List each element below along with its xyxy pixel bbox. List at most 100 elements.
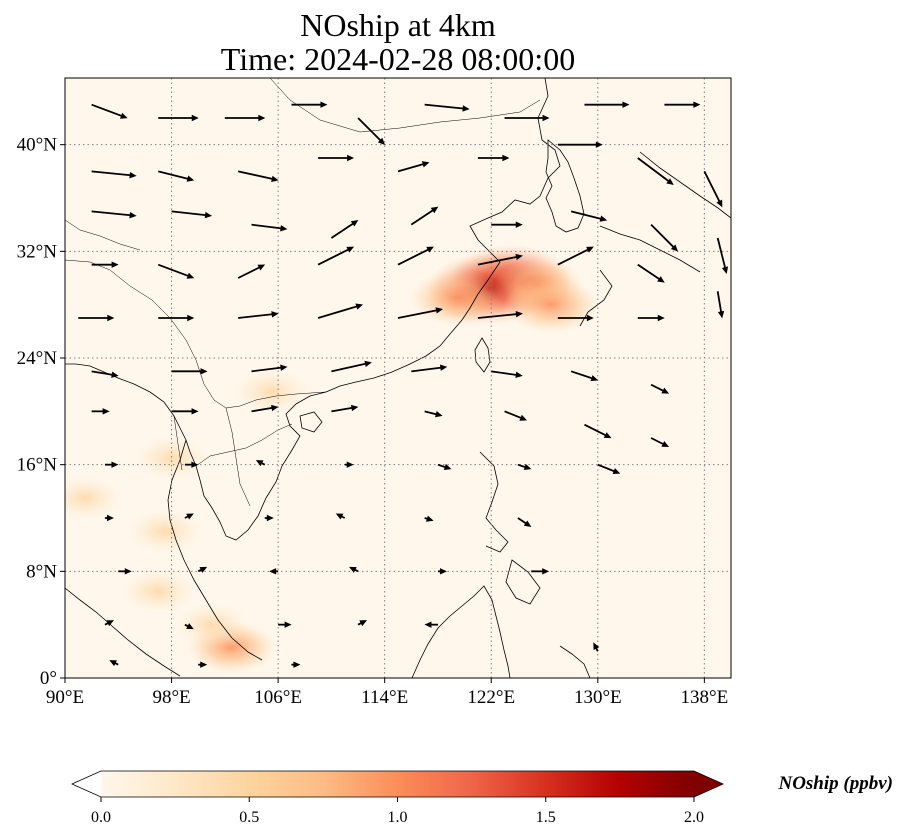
- wind-arrow: [397, 161, 430, 173]
- wind-arrow: [424, 103, 470, 112]
- colorbar: 0.0 0.5 1.0 1.5 2.0 NOship (ppbv): [71, 770, 893, 826]
- wind-arrow: [317, 246, 355, 266]
- wind-arrow: [597, 463, 621, 475]
- wind-arrow: [171, 408, 199, 415]
- wind-arrow: [291, 101, 328, 108]
- wind-arrow: [477, 253, 523, 266]
- wind-arrow: [424, 515, 434, 522]
- concentration-hotspot: [134, 436, 209, 480]
- coastline-indochina: [173, 391, 327, 541]
- wind-arrow: [570, 210, 608, 222]
- wind-arrow: [184, 461, 199, 468]
- wind-arrow: [397, 307, 443, 319]
- map-frame: [64, 77, 732, 679]
- wind-arrow: [184, 513, 194, 520]
- wind-arrow: [531, 568, 550, 575]
- lat-tick-label: 32°N: [17, 241, 58, 262]
- wind-arrow: [78, 314, 115, 322]
- coastline-luzon: [479, 451, 509, 553]
- concentration-field: [65, 244, 599, 674]
- wind-arrow: [269, 568, 279, 575]
- colorbar-tick-label: 1.5: [536, 809, 556, 826]
- wind-arrow: [255, 460, 266, 467]
- wind-arrow: [91, 408, 110, 415]
- wind-arrow: [517, 463, 532, 470]
- wind-arrow: [237, 170, 279, 182]
- wind-arrow: [171, 368, 208, 375]
- coastline-bay-of-bengal: [65, 363, 175, 417]
- concentration-hotspot: [120, 569, 196, 614]
- gridlines: [65, 78, 731, 678]
- wind-arrow: [397, 246, 434, 266]
- wind-arrow: [477, 154, 510, 162]
- wind-arrow: [570, 370, 599, 382]
- wind-arrow: [437, 463, 452, 470]
- wind-arrow: [331, 360, 372, 373]
- wind-arrow: [264, 514, 274, 522]
- concentration-hotspot: [65, 476, 123, 520]
- wind-arrow: [278, 621, 292, 628]
- colorbar-extend-under: [72, 771, 101, 797]
- lon-tick-label: 114°E: [361, 687, 408, 708]
- wind-arrow: [330, 220, 359, 239]
- wind-arrow: [224, 114, 266, 122]
- wind-arrow: [344, 461, 354, 468]
- wind-arrow: [251, 223, 288, 232]
- lat-tick-label: 8°N: [26, 561, 57, 582]
- wind-arrow: [504, 114, 550, 122]
- wind-arrow: [184, 623, 194, 630]
- wind-arrow: [158, 170, 195, 182]
- wind-arrow: [703, 170, 723, 208]
- wind-arrow: [118, 568, 132, 575]
- colorbar-ticks: 0.0 0.5 1.0 1.5 2.0: [91, 797, 704, 826]
- wind-arrow: [237, 264, 266, 279]
- wind-arrow: [238, 311, 279, 319]
- colorbar-tick-label: 0.5: [239, 809, 259, 826]
- wind-arrow: [410, 206, 439, 226]
- wind-arrow: [158, 114, 199, 122]
- coastline-sumatra: [65, 587, 181, 677]
- lon-tick-label: 130°E: [574, 687, 622, 708]
- coastline-sulawesi: [559, 645, 591, 678]
- wind-arrow: [650, 224, 679, 252]
- lat-tick-label: 0°: [40, 668, 57, 689]
- wind-arrow: [557, 141, 603, 148]
- coastline-mindanao: [505, 559, 541, 605]
- wind-arrow: [637, 157, 674, 185]
- colorbar-gradient: [101, 771, 694, 797]
- wind-arrow: [331, 404, 359, 413]
- wind-arrow: [557, 314, 594, 322]
- wind-arrow: [716, 291, 725, 319]
- longitude-ticks: 90°E 98°E 106°E 114°E 122°E 130°E 138°E: [46, 678, 728, 708]
- wind-arrow: [157, 263, 195, 279]
- wind-arrow: [104, 461, 119, 468]
- wind-arrow: [251, 364, 288, 373]
- concentration-hotspot: [410, 270, 506, 326]
- wind-arrow: [357, 620, 368, 627]
- lon-tick-label: 90°E: [46, 687, 84, 708]
- lon-tick-label: 122°E: [467, 687, 515, 708]
- lon-tick-label: 98°E: [152, 687, 190, 708]
- wind-arrow: [91, 370, 119, 378]
- coastline-china: [325, 78, 561, 393]
- wind-arrow: [411, 364, 448, 373]
- latitude-ticks: 0° 8°N 16°N 24°N 32°N 40°N: [17, 135, 65, 689]
- coastline-borneo: [411, 585, 511, 678]
- wind-arrow: [664, 101, 701, 108]
- lon-tick-label: 106°E: [254, 687, 302, 708]
- colorbar-extend-over: [694, 771, 723, 797]
- wind-arrow: [517, 517, 532, 527]
- lon-tick-label: 138°E: [681, 687, 729, 708]
- wind-arrow: [424, 621, 438, 628]
- lat-tick-label: 24°N: [17, 348, 58, 369]
- wind-arrow: [317, 303, 364, 319]
- wind-arrow: [504, 410, 528, 421]
- wind-arrow: [91, 210, 137, 219]
- wind-vectors: [78, 101, 729, 668]
- concentration-hotspot: [503, 276, 599, 333]
- wind-arrow: [104, 514, 114, 522]
- wind-arrow: [335, 513, 346, 520]
- concentration-hotspot: [234, 369, 309, 414]
- coastline-korea: [545, 139, 585, 233]
